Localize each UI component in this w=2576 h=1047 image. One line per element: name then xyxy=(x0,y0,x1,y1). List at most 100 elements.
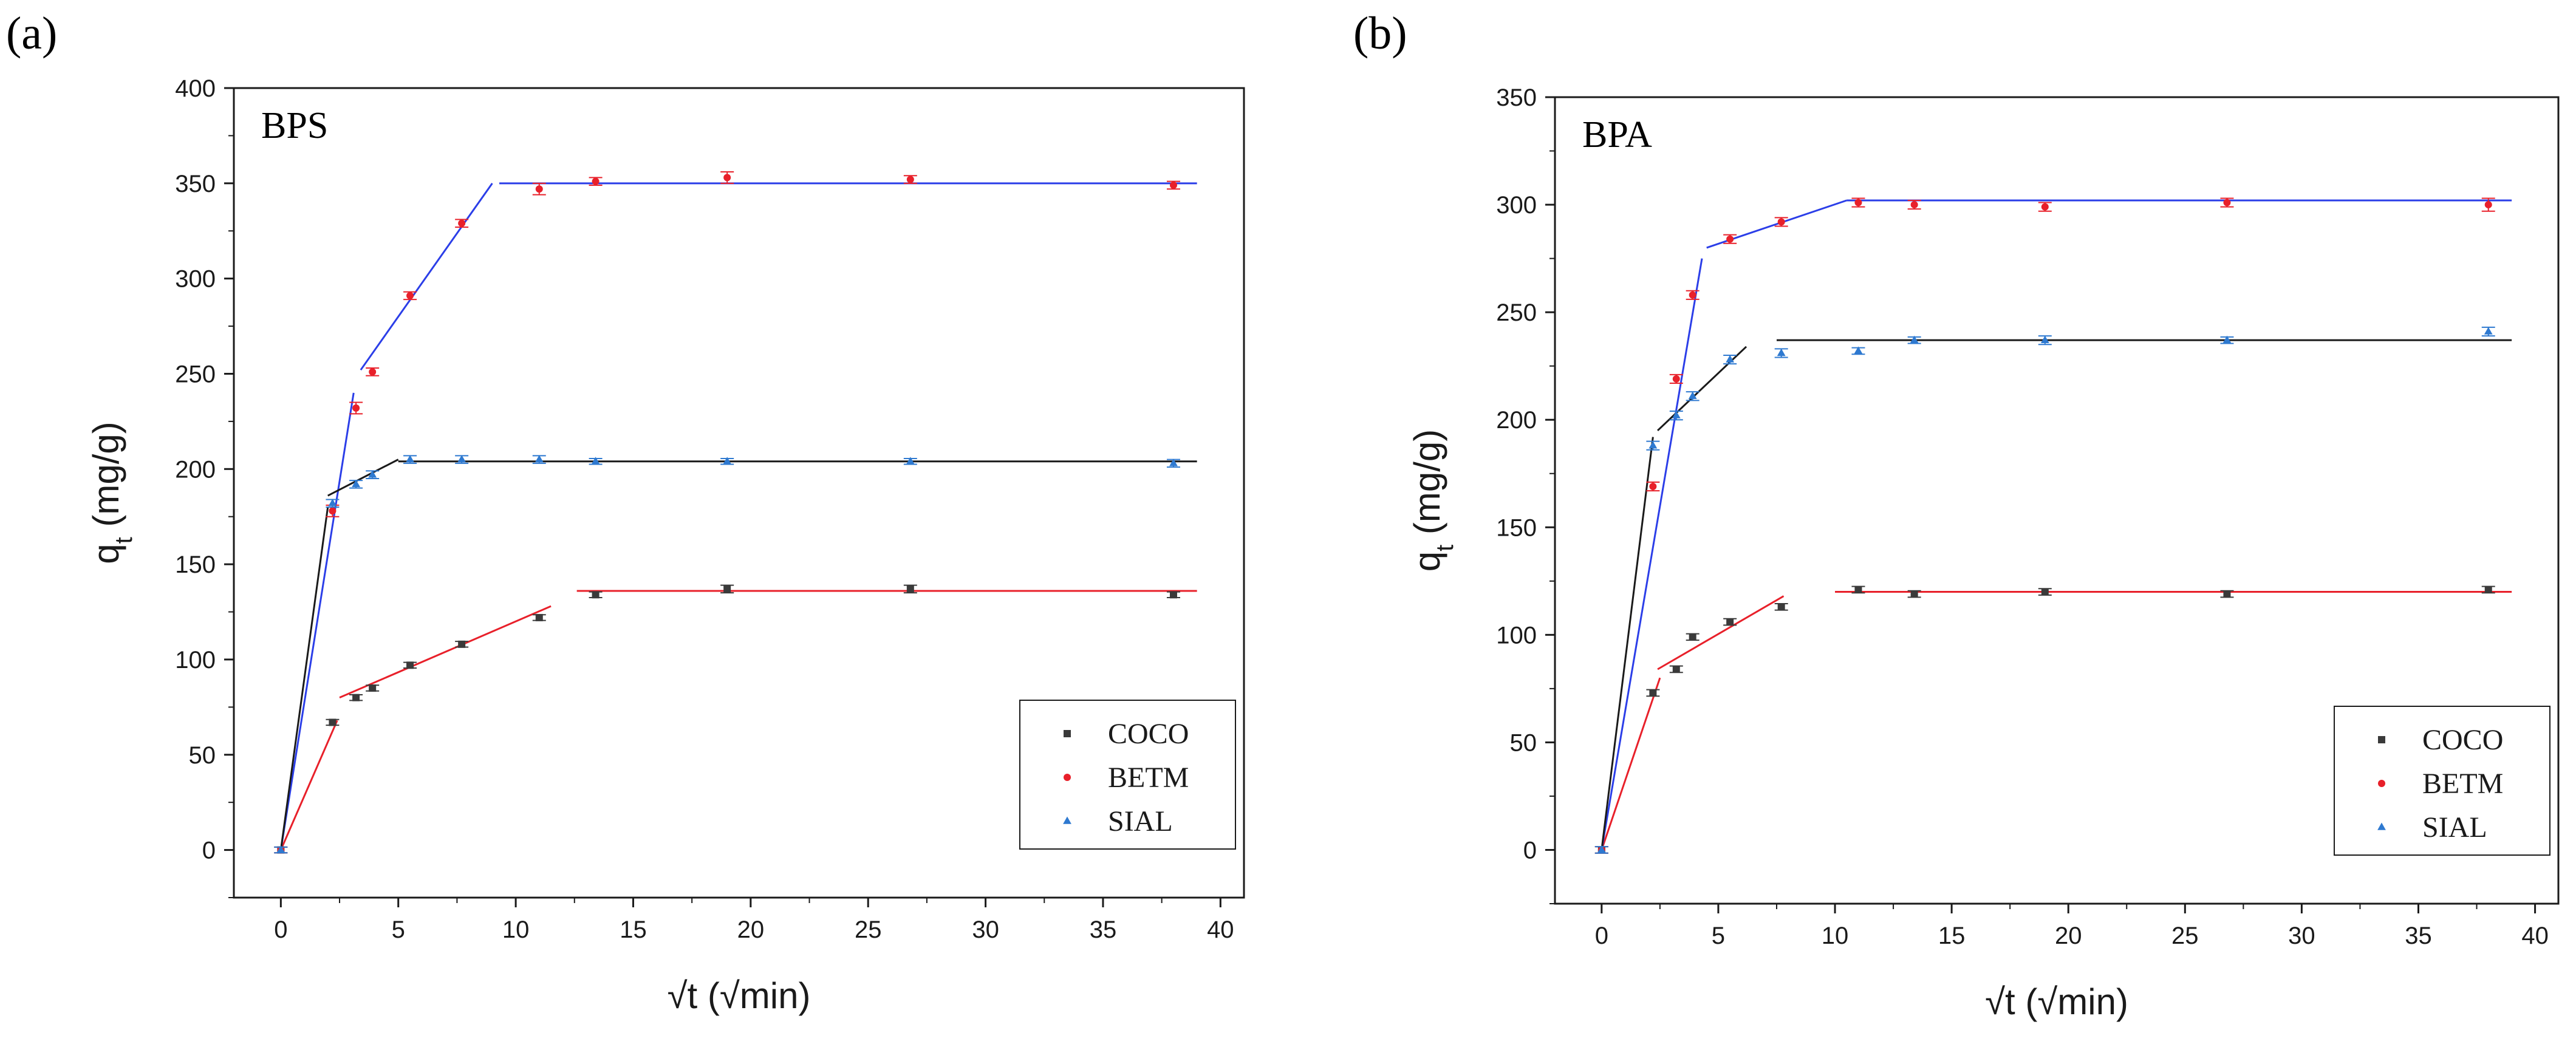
panel-a-series-sial xyxy=(274,455,1180,854)
panel-a-point-coco xyxy=(406,661,414,669)
panel-b-point-betm xyxy=(1777,218,1785,226)
panel-a-point-coco xyxy=(723,585,731,593)
panel-a-point-coco xyxy=(369,684,377,692)
panel-a-y-tick-label: 200 xyxy=(175,456,216,483)
panel-b-legend-marker-betm xyxy=(2378,780,2385,787)
panel-a-point-sial xyxy=(457,455,466,463)
panel-a-x-tick-label: 0 xyxy=(274,916,287,943)
panel-a-point-coco xyxy=(1169,591,1177,599)
panel-b-x-tick-label: 20 xyxy=(2055,923,2082,949)
panel-a-x-tick-label: 20 xyxy=(737,916,765,943)
panel-a-fit-segment-coco xyxy=(279,720,338,851)
panel-b-y-tick-label: 50 xyxy=(1510,729,1537,756)
panel-b-fit-segment-coco xyxy=(1657,595,1785,670)
panel-b-plot-title: BPA xyxy=(1582,114,1652,155)
panel-a-y-tick-label: 150 xyxy=(175,551,216,578)
panel-a-series-betm xyxy=(274,171,1180,854)
panel-b-point-sial xyxy=(1910,335,1919,343)
panel-a-x-tick-label: 10 xyxy=(502,916,530,943)
panel-a-x-axis-title: √t (√min) xyxy=(668,975,811,1016)
panel-a-point-sial xyxy=(591,457,600,465)
panel-b-point-coco xyxy=(2223,590,2231,598)
panel-a-point-sial xyxy=(328,499,337,506)
panel-b-y-tick-label: 350 xyxy=(1496,84,1537,111)
panel-a-point-betm xyxy=(406,292,414,299)
panel-b-letter: (b) xyxy=(1353,8,1407,59)
panel-a-point-sial xyxy=(906,457,915,465)
panel-b-y-title-q: q xyxy=(1407,551,1447,571)
panel-a-point-coco xyxy=(592,591,600,599)
panel-a-x-tick-label: 15 xyxy=(620,916,647,943)
panel-b-fit-segment-coco xyxy=(1601,677,1661,850)
panel-b-legend-marker-sial xyxy=(2377,822,2386,830)
panel-a-point-sial xyxy=(368,470,377,478)
panel-b-point-coco xyxy=(1726,618,1734,626)
panel-a-point-betm xyxy=(906,176,914,183)
panel-a-y-tick-label: 350 xyxy=(175,171,216,197)
panel-b-point-sial xyxy=(2222,335,2232,343)
panel-a-point-coco xyxy=(535,613,543,621)
panel-b-point-coco xyxy=(2041,588,2049,596)
panel-a-point-sial xyxy=(406,455,414,463)
panel-a-point-betm xyxy=(535,185,543,193)
panel-b-y-tick-label: 200 xyxy=(1496,407,1537,434)
panel-b-y-tick-label: 300 xyxy=(1496,192,1537,219)
panel-a-point-sial xyxy=(276,845,285,853)
panel-b-legend-label-betm: BETM xyxy=(2422,768,2503,800)
panel-b-x-tick-label: 5 xyxy=(1712,923,1725,949)
panel-b-point-sial xyxy=(1597,845,1606,853)
panel-b-fit-segment-sial xyxy=(1601,437,1654,850)
panel-a-y-title-unit: (mg/g) xyxy=(86,421,126,537)
panel-b-x-tick-label: 25 xyxy=(2171,923,2199,949)
panel-a-legend-label-coco: COCO xyxy=(1108,718,1189,750)
panel-b: (b) 0 5 10 15 20 25 30 35 40 0 50 100 150 200 250 300 350… xyxy=(1353,8,2560,1022)
panel-b-y-title-subscript: t xyxy=(1432,545,1458,551)
panel-b-x-tick-label: 35 xyxy=(2405,923,2432,949)
panel-b-point-betm xyxy=(1689,291,1696,299)
panel-a-y-tick-label: 50 xyxy=(189,742,216,769)
panel-a-legend-marker-betm xyxy=(1064,774,1071,781)
panel-a-point-betm xyxy=(592,177,600,185)
panel-b-point-sial xyxy=(1726,355,1735,363)
panel-a-x-tick-label: 5 xyxy=(392,916,405,943)
panel-a: (a)0 5 10 15 20 25 30 35 40050100150200250300350… xyxy=(6,8,1245,1016)
panel-a-legend: COCO BETM SIAL xyxy=(1019,700,1236,850)
panel-a-point-sial xyxy=(352,479,361,488)
panel-b-legend-label-sial: SIAL xyxy=(2422,811,2487,844)
panel-a-x-axis: 0 5 10 15 20 25 30 35 40 xyxy=(274,898,1234,943)
panel-b-point-coco xyxy=(1910,590,1918,598)
panel-b-point-betm xyxy=(2484,201,2492,209)
panel-a-point-betm xyxy=(369,368,377,376)
panel-a-y-title-q: q xyxy=(86,544,126,564)
panel-b-point-coco xyxy=(2484,585,2492,593)
panel-b-point-sial xyxy=(1688,391,1697,400)
panel-a-point-betm xyxy=(723,174,731,182)
panel-b-y-axis: 0 50 100 150 200 250 300 350 xyxy=(1496,84,1555,904)
panel-b-fit-lines xyxy=(1601,199,2512,850)
panel-a-point-betm xyxy=(352,404,360,412)
panel-b-point-sial xyxy=(2484,327,2493,335)
panel-a-fit-segment-betm xyxy=(279,392,355,850)
panel-b-y-tick-label: 250 xyxy=(1496,299,1537,326)
panel-a-y-tick-label: 0 xyxy=(202,837,216,864)
panel-b-x-tick-label: 10 xyxy=(1822,923,1849,949)
panel-a-y-axis: 0 50 100 150 200 250 300 350 400 xyxy=(175,75,234,898)
panel-a-fit-segment-sial xyxy=(279,506,329,850)
panel-a-y-axis-title: qt (mg/g) xyxy=(86,421,137,564)
panel-b-y-axis-title: qt (mg/g) xyxy=(1407,429,1458,572)
panel-a-letter: (a) xyxy=(6,8,57,59)
panel-b-fit-segment-sial xyxy=(1657,346,1748,431)
panel-a-point-coco xyxy=(906,585,914,593)
panel-a-x-tick-label: 40 xyxy=(1207,916,1234,943)
panel-b-legend-marker-coco xyxy=(2378,736,2385,743)
panel-a-point-betm xyxy=(329,507,337,515)
panel-a-x-tick-label: 25 xyxy=(855,916,882,943)
panel-a-plot-frame xyxy=(233,87,1245,899)
panel-b-point-sial xyxy=(1854,346,1863,354)
panel-a-point-coco xyxy=(458,640,466,648)
panel-b-x-tick-label: 40 xyxy=(2521,923,2549,949)
panel-b-y-title-unit: (mg/g) xyxy=(1407,429,1447,545)
panel-a-y-tick-label: 300 xyxy=(175,266,216,293)
panel-b-y-tick-label: 100 xyxy=(1496,622,1537,649)
panel-a-x-tick-label: 30 xyxy=(972,916,999,943)
